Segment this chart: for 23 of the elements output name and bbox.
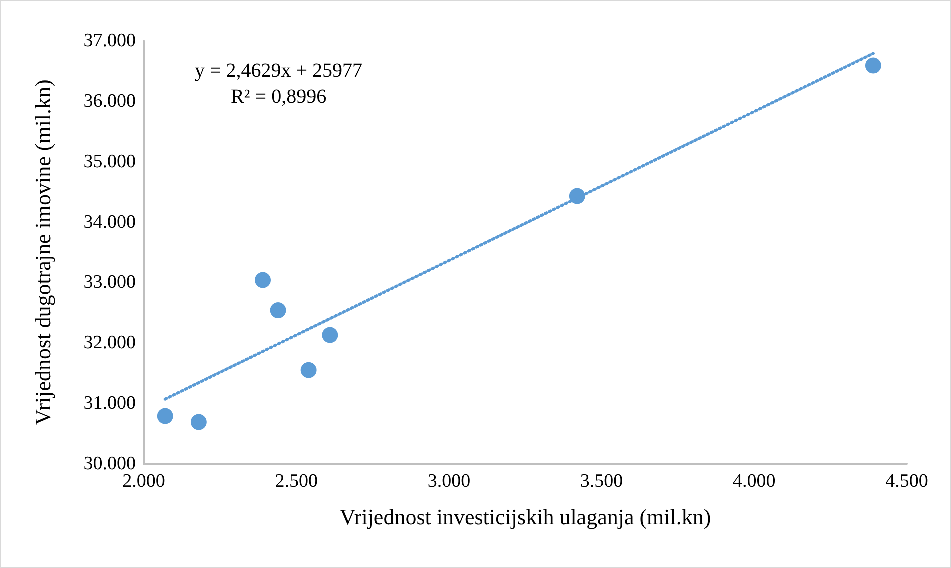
x-tick-label: 3.500 bbox=[580, 471, 624, 492]
x-axis-title: Vrijednost investicijskih ulaganja (mil.kn) bbox=[340, 504, 712, 530]
point bbox=[255, 272, 272, 288]
annotation: R² = 0,8996 bbox=[230, 85, 328, 110]
y-tick-label: 34.000 bbox=[84, 212, 136, 233]
x-tick-label: 2.500 bbox=[275, 471, 318, 492]
y-tick-label: 37.000 bbox=[84, 30, 136, 52]
y-tick-label: 32.000 bbox=[84, 332, 136, 354]
y-tick-label: 31.000 bbox=[84, 393, 136, 414]
point bbox=[190, 414, 207, 430]
x-tick-label: 4.000 bbox=[733, 471, 776, 492]
point bbox=[322, 327, 338, 344]
point bbox=[157, 408, 174, 424]
annotation: y = 2,4629x + 25977 bbox=[195, 59, 363, 84]
y-tick-label: 33.000 bbox=[84, 272, 136, 294]
point bbox=[300, 362, 317, 378]
x-tick-label: 4.500 bbox=[886, 471, 928, 492]
point bbox=[270, 302, 286, 319]
point bbox=[865, 58, 882, 74]
x-tick-label: 3.000 bbox=[428, 471, 471, 492]
y-tick-label: 35.000 bbox=[84, 151, 136, 172]
y-tick-label: 36.000 bbox=[84, 90, 136, 112]
y-axis-title: Vrijednost dugotrajne imovine (mil.kn) bbox=[30, 80, 56, 426]
